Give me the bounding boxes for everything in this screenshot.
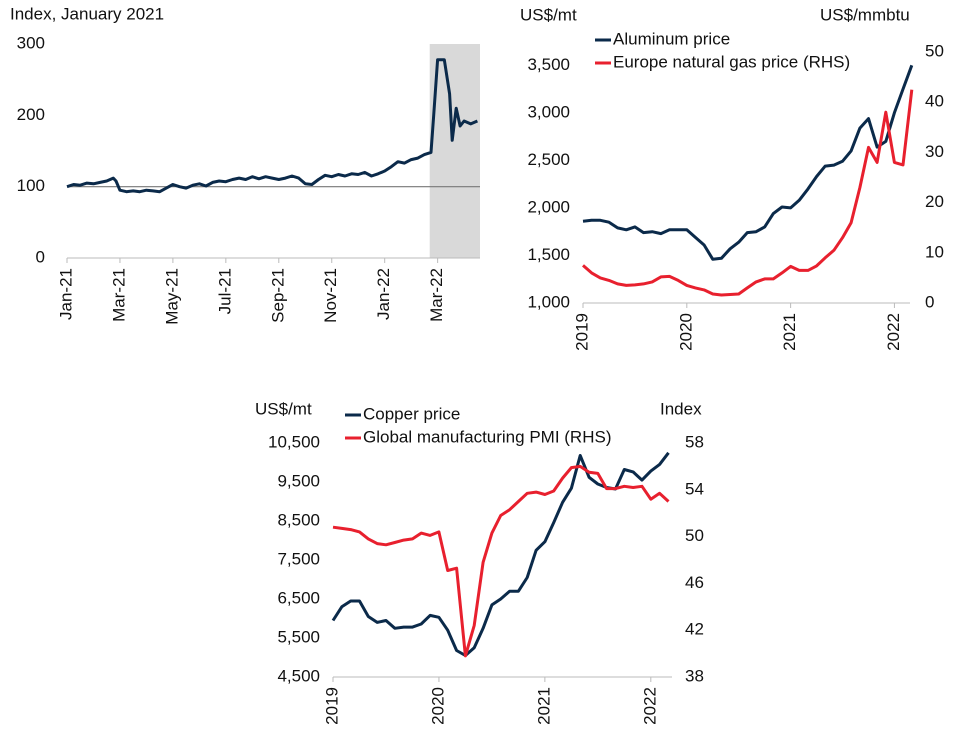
y-tick-label: 1,500 [527, 245, 570, 264]
y-tick-label: 2,500 [527, 150, 570, 169]
y2-tick-label: 20 [925, 192, 944, 211]
y-tick-label: 2,000 [527, 197, 570, 216]
y-tick-label: 8,500 [277, 510, 320, 529]
y-axis-title: Index, January 2021 [10, 4, 164, 23]
y-tick-label: 10,500 [268, 432, 320, 451]
x-tick-label: 2021 [534, 687, 553, 725]
x-tick-label: 2022 [884, 313, 903, 351]
legend-label: Global manufacturing PMI (RHS) [363, 427, 611, 446]
y2-tick-label: 42 [685, 620, 704, 639]
x-tick-label: Mar-22 [427, 268, 446, 322]
x-tick-label: 2020 [428, 687, 447, 725]
y2-tick-label: 58 [685, 432, 704, 451]
x-tick-label: 2021 [780, 313, 799, 351]
y-tick-label: 1,000 [527, 292, 570, 311]
y-tick-label: 5,500 [277, 627, 320, 646]
y2-axis-title: Index [660, 399, 702, 418]
y2-tick-label: 50 [925, 41, 944, 60]
legend-label: Copper price [363, 404, 460, 423]
x-tick-label: 2022 [640, 687, 659, 725]
y-axis-title: US$/mt [255, 399, 312, 418]
x-tick-label: May-21 [162, 268, 181, 325]
x-tick-label: 2020 [676, 313, 695, 351]
x-tick-label: Jul-21 [215, 268, 234, 314]
y2-tick-label: 50 [685, 526, 704, 545]
y2-tick-label: 10 [925, 242, 944, 261]
y-tick-label: 300 [17, 33, 45, 52]
y-tick-label: 9,500 [277, 471, 320, 490]
y-tick-label: 6,500 [277, 588, 320, 607]
series-line [66, 58, 478, 194]
series-line [331, 451, 670, 657]
x-tick-label: 2019 [572, 313, 591, 351]
x-tick-label: Jan-22 [374, 268, 393, 320]
shaded-region [429, 44, 480, 258]
y2-tick-label: 54 [685, 479, 704, 498]
y-tick-label: 7,500 [277, 549, 320, 568]
y2-tick-label: 40 [925, 92, 944, 111]
y-axis-title: US$/mt [520, 5, 577, 24]
y2-axis-title: US$/mmbtu [820, 5, 910, 24]
x-tick-label: Mar-21 [109, 268, 128, 322]
legend-label: Europe natural gas price (RHS) [613, 52, 850, 71]
x-tick-label: Nov-21 [321, 268, 340, 323]
series-line [582, 89, 914, 297]
y2-tick-label: 0 [925, 292, 934, 311]
y-tick-label: 3,500 [527, 55, 570, 74]
legend-label: Aluminum price [613, 29, 730, 48]
x-tick-label: Sep-21 [268, 268, 287, 323]
series-line [582, 64, 914, 261]
y-tick-label: 4,500 [277, 666, 320, 685]
y-tick-label: 100 [17, 176, 45, 195]
y-tick-label: 200 [17, 105, 45, 124]
series-line [332, 464, 670, 658]
y-tick-label: 3,000 [527, 102, 570, 121]
y-tick-label: 0 [36, 247, 45, 266]
y2-tick-label: 38 [685, 666, 704, 685]
x-tick-label: Jan-21 [56, 268, 75, 320]
y2-tick-label: 30 [925, 142, 944, 161]
x-tick-label: 2019 [322, 687, 341, 725]
y2-tick-label: 46 [685, 573, 704, 592]
